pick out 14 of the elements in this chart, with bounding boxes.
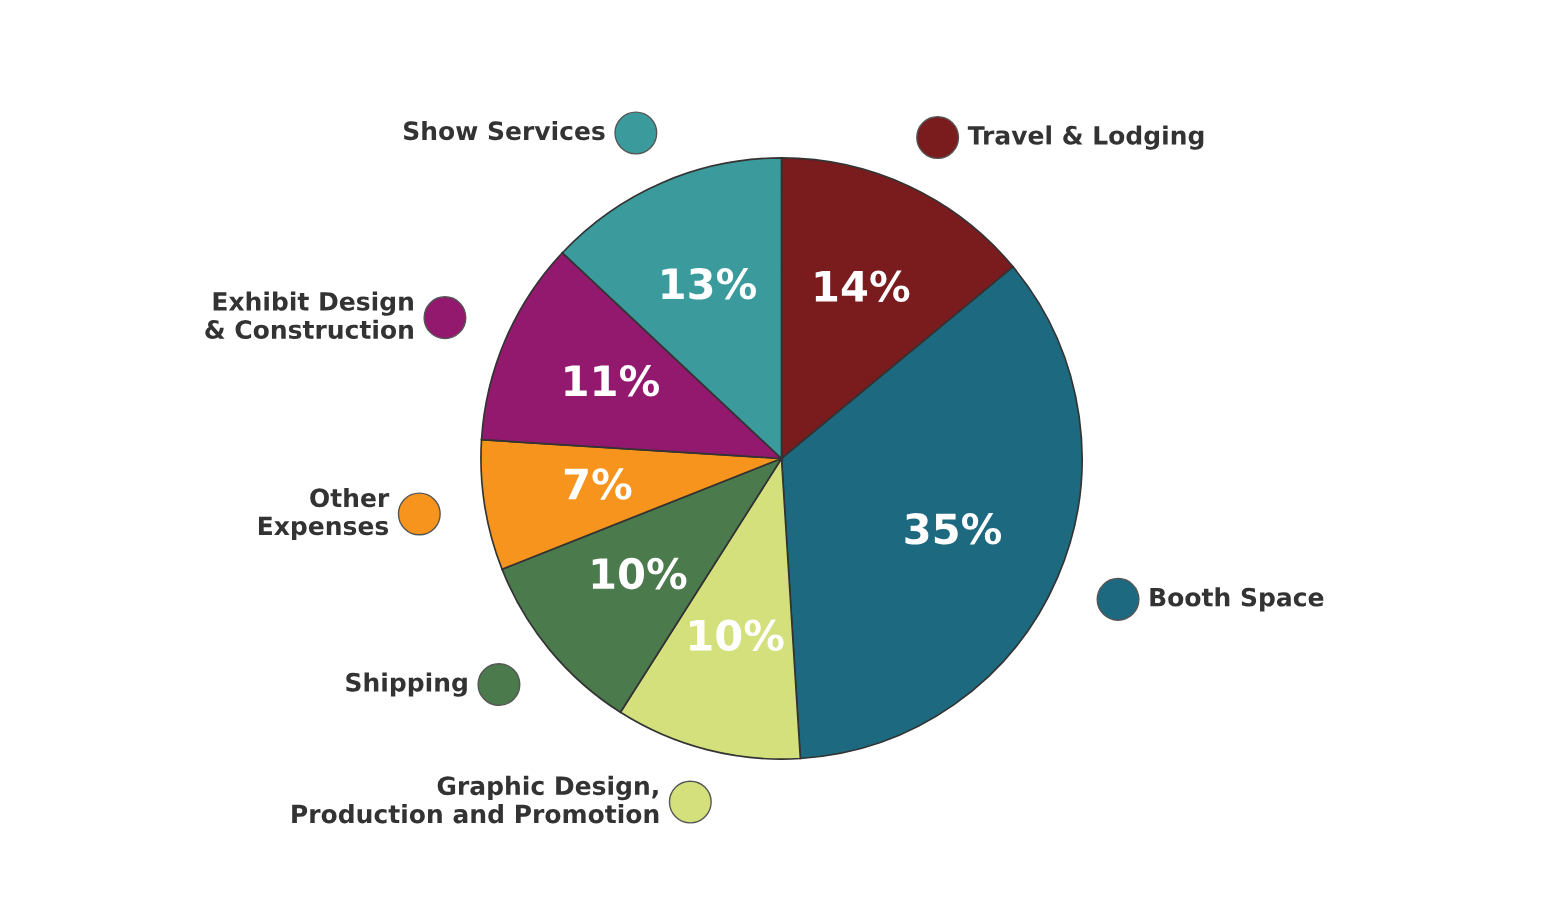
data-label: 10%	[592, 557, 687, 590]
slice-label: Booth Space	[1150, 587, 1324, 612]
data-label: 13%	[662, 268, 757, 300]
legend-label: Graphic Design, Production and Promotion	[292, 775, 659, 824]
legend-label: Show Services	[404, 120, 605, 141]
slice-label: Travel & Lodging	[967, 125, 1204, 150]
data-label: 7%	[564, 468, 632, 500]
legend-label: Exhibit Design & Construction	[205, 291, 413, 339]
legend-label: Other Expenses	[258, 487, 390, 541]
data-label: 10%	[689, 619, 784, 652]
data-label: 14%	[815, 270, 910, 302]
data-label: 35%	[905, 513, 1002, 545]
data-label: 11%	[565, 365, 660, 397]
legend-label: Shipping	[346, 672, 467, 697]
